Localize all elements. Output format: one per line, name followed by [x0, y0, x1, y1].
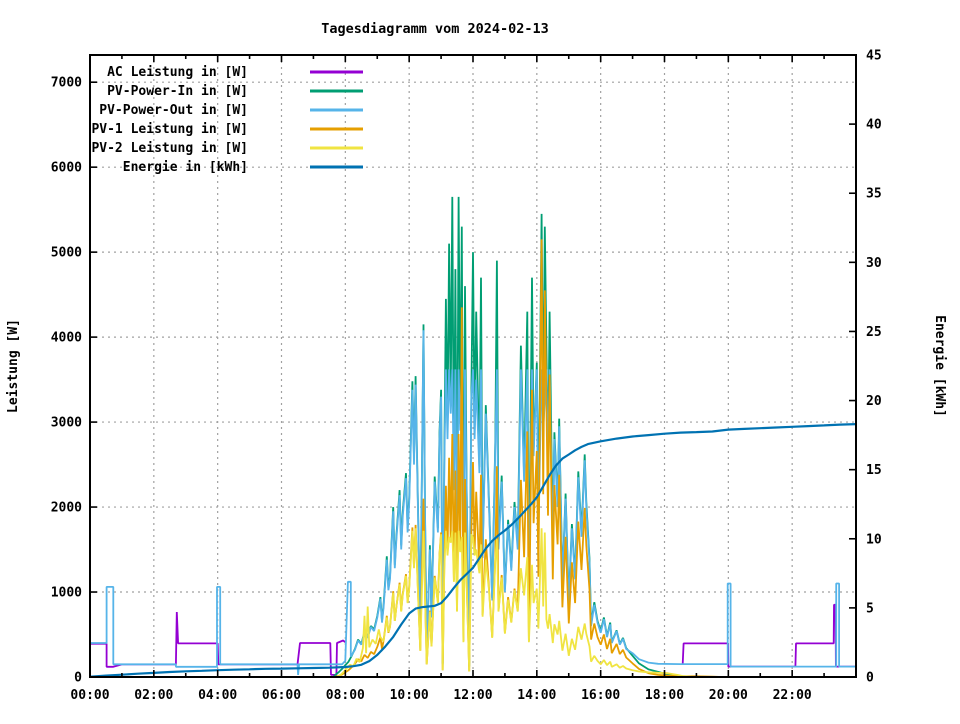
legend-label-pv_out: PV-Power-Out in [W] [99, 103, 248, 118]
y-right-tick-label: 20 [866, 394, 882, 409]
x-axis-tick-label: 10:00 [390, 688, 429, 703]
x-axis-tick-label: 00:00 [70, 688, 109, 703]
x-axis-tick-label: 02:00 [134, 688, 173, 703]
series-ac [90, 611, 346, 676]
x-axis-tick-label: 14:00 [517, 688, 556, 703]
y-right-tick-label: 10 [866, 532, 882, 547]
y-left-tick-label: 4000 [51, 331, 82, 346]
x-axis-tick-label: 18:00 [645, 688, 684, 703]
legend-label-pv1: PV-1 Leistung in [W] [91, 122, 248, 137]
x-axis-tick-label: 04:00 [198, 688, 237, 703]
y-left-tick-label: 5000 [51, 246, 82, 261]
y-right-axis-title: Energie [kWh] [932, 315, 947, 417]
x-axis-tick-label: 12:00 [453, 688, 492, 703]
x-axis-tick-label: 16:00 [581, 688, 620, 703]
y-right-tick-label: 25 [866, 325, 882, 340]
x-axis-tick-label: 22:00 [773, 688, 812, 703]
legend-label-pv_in: PV-Power-In in [W] [107, 84, 248, 99]
series-pv2 [336, 528, 694, 678]
y-left-axis-title: Leistung [W] [6, 319, 21, 413]
y-left-tick-label: 0 [74, 671, 82, 686]
y-left-tick-label: 2000 [51, 501, 82, 516]
y-left-tick-label: 1000 [51, 586, 82, 601]
x-axis-tick-label: 20:00 [709, 688, 748, 703]
y-left-tick-label: 6000 [51, 161, 82, 176]
y-right-tick-label: 0 [866, 671, 874, 686]
x-axis-tick-label: 06:00 [262, 688, 301, 703]
y-right-tick-label: 15 [866, 463, 882, 478]
series-energie [89, 423, 857, 678]
y-right-tick-label: 40 [866, 118, 882, 133]
y-right-tick-label: 45 [866, 49, 882, 64]
legend-label-pv2: PV-2 Leistung in [W] [91, 141, 248, 156]
y-left-tick-label: 3000 [51, 416, 82, 431]
y-right-tick-label: 5 [866, 601, 874, 616]
y-left-tick-label: 7000 [51, 76, 82, 91]
x-axis-tick-label: 08:00 [326, 688, 365, 703]
legend-label-energie: Energie in [kWh] [123, 160, 248, 175]
y-right-tick-label: 30 [866, 256, 882, 271]
chart-title: Tagesdiagramm vom 2024-02-13 [321, 21, 549, 37]
legend-label-ac: AC Leistung in [W] [107, 65, 248, 80]
y-right-tick-label: 35 [866, 187, 882, 202]
